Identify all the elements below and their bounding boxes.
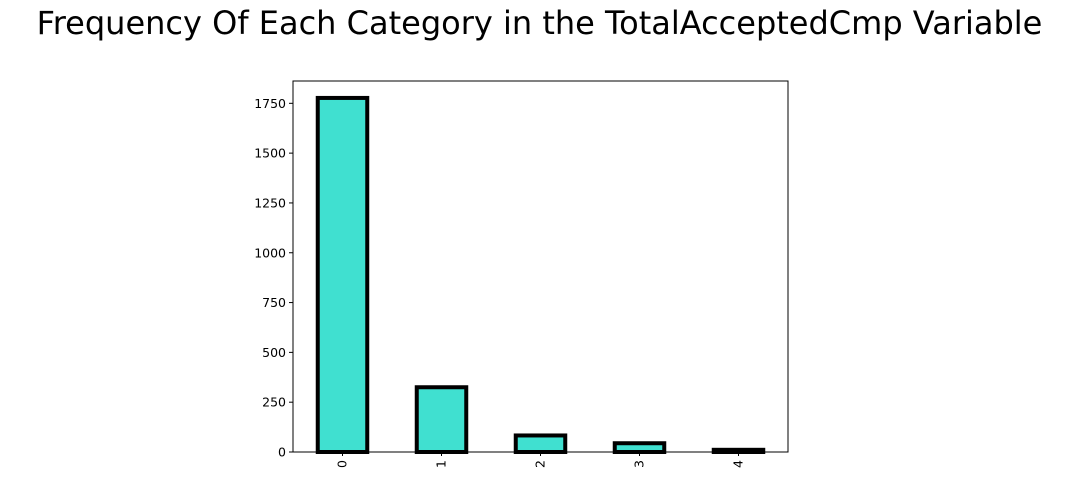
bar-3 (612, 441, 667, 455)
y-axis: 0 250 500 750 1000 1250 1500 1750 (254, 96, 293, 460)
bars-group (315, 95, 766, 455)
y-tick-label: 1500 (254, 146, 286, 161)
x-tick-label: 2 (533, 460, 548, 468)
x-tick-label: 0 (335, 460, 350, 468)
y-tick-label: 750 (262, 295, 286, 310)
x-axis: 0 1 2 3 4 (335, 452, 746, 468)
x-tick-label: 3 (632, 460, 647, 468)
y-tick-label: 250 (262, 395, 286, 410)
x-tick-label: 1 (434, 460, 449, 468)
x-tick-label: 4 (731, 460, 746, 468)
y-tick-label: 1000 (254, 245, 286, 260)
bar-2 (513, 433, 568, 454)
chart-title: Frequency Of Each Category in the TotalA… (36, 4, 1043, 42)
axes-frame (292, 80, 789, 453)
y-tick-label: 1750 (254, 96, 286, 111)
bar-0 (315, 95, 370, 454)
y-tick-label: 0 (278, 445, 286, 460)
bar-1 (414, 385, 469, 454)
y-tick-label: 1250 (254, 195, 286, 210)
y-tick-label: 500 (262, 345, 286, 360)
